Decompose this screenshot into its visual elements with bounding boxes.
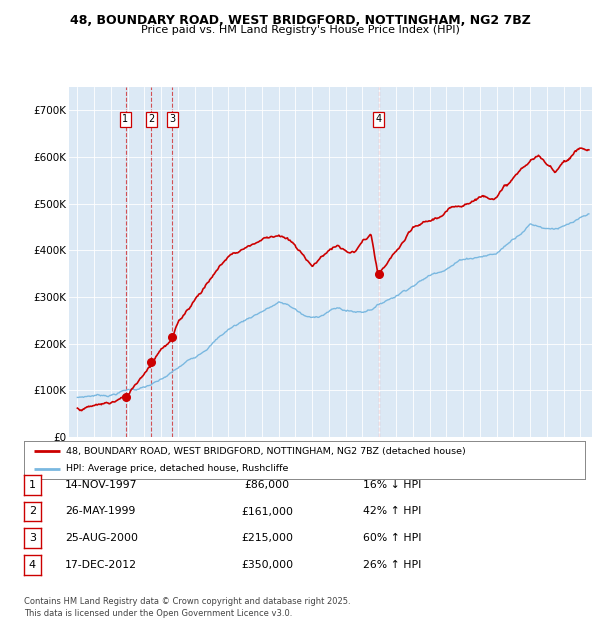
- Text: 1: 1: [29, 480, 36, 490]
- Text: £86,000: £86,000: [244, 480, 290, 490]
- Text: £161,000: £161,000: [241, 507, 293, 516]
- Text: 14-NOV-1997: 14-NOV-1997: [65, 480, 137, 490]
- Text: 2: 2: [148, 115, 154, 125]
- Text: 48, BOUNDARY ROAD, WEST BRIDGFORD, NOTTINGHAM, NG2 7BZ (detached house): 48, BOUNDARY ROAD, WEST BRIDGFORD, NOTTI…: [66, 447, 466, 456]
- Text: 48, BOUNDARY ROAD, WEST BRIDGFORD, NOTTINGHAM, NG2 7BZ: 48, BOUNDARY ROAD, WEST BRIDGFORD, NOTTI…: [70, 14, 530, 27]
- Text: 60% ↑ HPI: 60% ↑ HPI: [363, 533, 421, 543]
- Text: 2: 2: [29, 507, 36, 516]
- Text: 1: 1: [122, 115, 128, 125]
- Text: 4: 4: [29, 560, 36, 570]
- Text: 25-AUG-2000: 25-AUG-2000: [65, 533, 138, 543]
- Text: 42% ↑ HPI: 42% ↑ HPI: [363, 507, 421, 516]
- Text: 3: 3: [169, 115, 175, 125]
- Text: £350,000: £350,000: [241, 560, 293, 570]
- Text: HPI: Average price, detached house, Rushcliffe: HPI: Average price, detached house, Rush…: [66, 464, 289, 473]
- Text: 3: 3: [29, 533, 36, 543]
- Text: Contains HM Land Registry data © Crown copyright and database right 2025.
This d: Contains HM Land Registry data © Crown c…: [24, 597, 350, 618]
- Text: 17-DEC-2012: 17-DEC-2012: [65, 560, 137, 570]
- Text: Price paid vs. HM Land Registry's House Price Index (HPI): Price paid vs. HM Land Registry's House …: [140, 25, 460, 35]
- Text: 26% ↑ HPI: 26% ↑ HPI: [363, 560, 421, 570]
- Text: 16% ↓ HPI: 16% ↓ HPI: [363, 480, 421, 490]
- Text: 4: 4: [376, 115, 382, 125]
- Text: £215,000: £215,000: [241, 533, 293, 543]
- Text: 26-MAY-1999: 26-MAY-1999: [65, 507, 135, 516]
